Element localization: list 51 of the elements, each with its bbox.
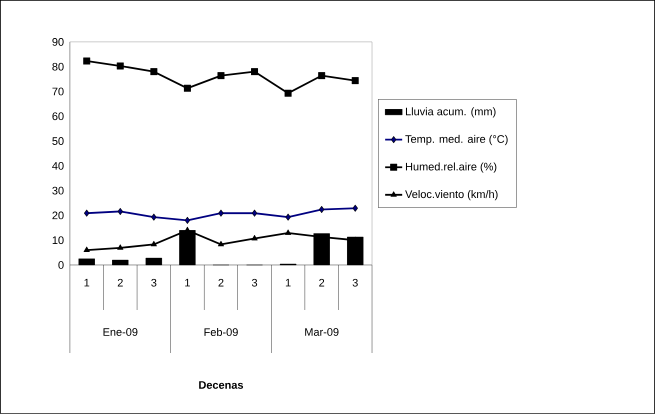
text: Mar-09 — [305, 328, 339, 336]
y-tick-label: 10 — [52, 236, 64, 244]
y-tick-label: 90 — [52, 38, 64, 46]
x-tick-label: 2 — [118, 278, 123, 287]
x-tick-label: 3 — [352, 278, 358, 287]
point — [352, 204, 358, 212]
point — [252, 210, 258, 217]
text: Feb-09 — [204, 328, 238, 336]
legend-label: Humed.rel.aire (%) — [406, 162, 496, 173]
y-tick-label: 0 — [58, 261, 64, 269]
point — [318, 206, 324, 213]
point — [150, 240, 157, 246]
x-tick-label: 3 — [151, 278, 156, 287]
point — [217, 72, 224, 80]
x-tick-label: 3 — [252, 278, 258, 287]
point — [116, 62, 124, 70]
point — [84, 210, 90, 217]
y-tick-label: 20 — [52, 212, 64, 220]
text: Decenas — [199, 381, 244, 389]
legend-label: Veloc.viento (km/h) — [405, 190, 498, 200]
point — [151, 214, 157, 221]
x-tick-label: 1 — [286, 278, 291, 286]
y-tick-label: 30 — [52, 186, 64, 195]
point — [184, 84, 191, 92]
y-tick-label: 40 — [52, 162, 64, 170]
point — [83, 58, 90, 65]
y-tick-label: 60 — [52, 112, 64, 120]
point — [285, 214, 291, 221]
x-tick-label: 1 — [185, 278, 190, 286]
point — [318, 72, 326, 80]
point — [118, 208, 123, 215]
y-tick-label: 70 — [52, 88, 64, 96]
point — [150, 68, 158, 76]
point — [285, 230, 292, 235]
legend-label: Lluvia acum. (mm) — [406, 107, 496, 118]
point — [352, 77, 359, 84]
y-tick-label: 80 — [52, 62, 64, 71]
point — [251, 68, 258, 76]
point — [284, 90, 292, 97]
y-tick-label: 50 — [52, 137, 64, 145]
text: Ene-09 — [104, 328, 138, 336]
point — [218, 210, 224, 217]
point — [251, 234, 258, 240]
point — [84, 246, 90, 252]
legend-label: Temp. med. aire (°C) — [405, 134, 508, 146]
x-tick-label: 1 — [84, 278, 90, 286]
point — [184, 216, 190, 224]
x-tick-label: 2 — [319, 278, 324, 287]
point — [117, 244, 124, 250]
x-tick-label: 2 — [218, 278, 224, 287]
point — [218, 240, 224, 246]
